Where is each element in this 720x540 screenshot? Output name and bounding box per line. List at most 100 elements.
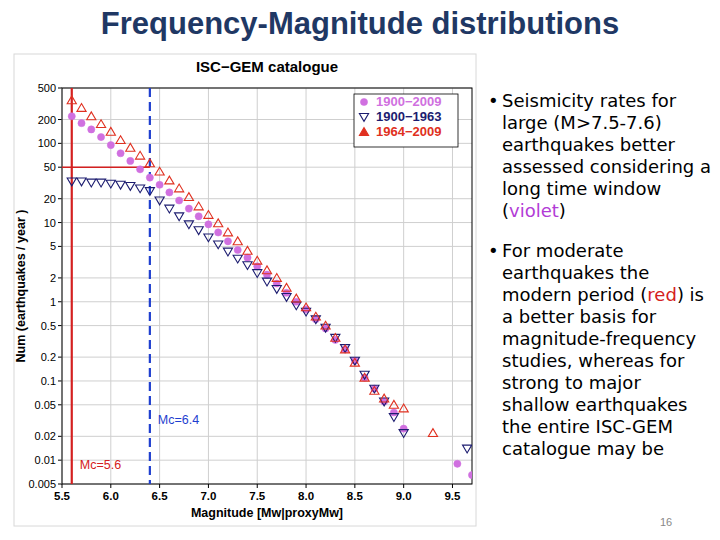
data-point xyxy=(136,185,145,193)
magnitude-of-completeness-line xyxy=(149,88,151,484)
bullet-text: ) is a better basis for magnitude-freque… xyxy=(502,284,704,459)
data-point xyxy=(390,409,397,416)
y-grid-line xyxy=(62,246,472,247)
data-point xyxy=(234,246,241,253)
y-grid-line xyxy=(62,198,472,199)
legend-marker xyxy=(359,128,368,136)
data-point xyxy=(292,294,301,302)
data-point xyxy=(184,193,193,201)
x-tick-label: 9.5 xyxy=(444,490,461,502)
data-point xyxy=(253,270,262,278)
y-tick-label: 0.01 xyxy=(35,454,56,466)
data-point xyxy=(341,345,350,353)
data-point xyxy=(468,471,472,478)
y-tick xyxy=(58,143,62,144)
y-tick-label: 100 xyxy=(38,137,56,149)
data-point xyxy=(282,294,291,302)
data-point xyxy=(195,213,202,220)
y-tick-label: 0.1 xyxy=(41,375,56,387)
data-point xyxy=(463,445,472,453)
y-grid-line xyxy=(62,301,472,302)
data-point xyxy=(204,234,213,242)
bullet-text: For moderate earthquakes the modern peri… xyxy=(502,240,649,305)
y-tick-label: 5 xyxy=(50,240,56,252)
data-point xyxy=(428,429,437,437)
data-point xyxy=(87,112,96,120)
data-point xyxy=(184,221,193,229)
data-point xyxy=(67,96,76,104)
mc-label: Mc=5.6 xyxy=(80,458,121,472)
y-tick xyxy=(58,88,62,89)
data-point xyxy=(233,237,242,245)
data-point xyxy=(214,241,223,249)
data-point xyxy=(244,254,251,261)
x-tick-label: 9.0 xyxy=(396,490,412,502)
data-point xyxy=(116,181,125,189)
data-point xyxy=(243,262,252,270)
y-tick xyxy=(58,380,62,381)
data-point xyxy=(136,166,143,173)
x-grid-line xyxy=(257,88,258,484)
bullet-text: violet xyxy=(509,200,559,221)
plot-area xyxy=(62,88,472,484)
legend-label: 1964−2009 xyxy=(376,124,441,139)
y-tick xyxy=(58,357,62,358)
data-point xyxy=(194,227,203,235)
y-tick xyxy=(58,325,62,326)
data-point xyxy=(117,150,124,157)
y-grid-line xyxy=(62,357,472,358)
data-point xyxy=(283,289,290,296)
data-point xyxy=(136,151,145,159)
data-point xyxy=(301,303,310,311)
data-point xyxy=(165,205,174,213)
x-axis-label: Magnitude [Mw|proxyMw] xyxy=(191,506,343,520)
y-grid-line xyxy=(62,460,472,461)
data-point xyxy=(88,126,95,133)
data-point xyxy=(223,248,232,256)
data-point xyxy=(454,460,461,467)
y-tick-label: 50 xyxy=(44,161,56,173)
data-point xyxy=(156,181,163,188)
data-point xyxy=(331,334,340,342)
data-point xyxy=(331,334,340,342)
data-point xyxy=(155,167,164,175)
chart: ISC−GEM catalogue0.0050.010.020.050.10.2… xyxy=(0,0,720,540)
y-tick xyxy=(58,301,62,302)
plot-frame xyxy=(62,88,472,484)
bullet-text: red xyxy=(647,284,677,305)
bullet: For moderate earthquakes the modern peri… xyxy=(488,240,712,460)
x-tick xyxy=(354,484,355,488)
chart-panel xyxy=(14,54,476,526)
legend-label: 1900−2009 xyxy=(376,94,441,109)
x-tick xyxy=(159,484,160,488)
y-tick-label: 0.2 xyxy=(41,351,56,363)
data-point xyxy=(360,373,369,381)
y-tick-label: 0.5 xyxy=(41,320,56,332)
data-point xyxy=(96,120,105,128)
y-tick-label: 500 xyxy=(38,82,56,94)
y-tick-label: 0.005 xyxy=(28,478,56,490)
y-tick-label: 10 xyxy=(44,217,56,229)
data-point xyxy=(400,425,407,432)
data-point xyxy=(175,184,184,192)
y-tick xyxy=(58,277,62,278)
data-point xyxy=(223,228,232,236)
x-tick xyxy=(403,484,404,488)
y-tick-label: 0.02 xyxy=(35,430,56,442)
y-tick xyxy=(58,119,62,120)
data-point xyxy=(243,246,252,254)
data-point xyxy=(127,157,134,164)
mc-label: Mc=6.4 xyxy=(158,413,199,427)
legend-box xyxy=(354,94,458,147)
y-tick xyxy=(58,246,62,247)
y-grid-line xyxy=(62,436,472,437)
data-point xyxy=(116,136,125,144)
data-point xyxy=(389,414,398,422)
data-point xyxy=(311,312,320,320)
data-point xyxy=(194,202,203,210)
data-point xyxy=(126,182,135,190)
data-point xyxy=(263,271,270,278)
data-point xyxy=(282,283,291,291)
legend-marker xyxy=(359,114,368,122)
x-tick xyxy=(306,484,307,488)
